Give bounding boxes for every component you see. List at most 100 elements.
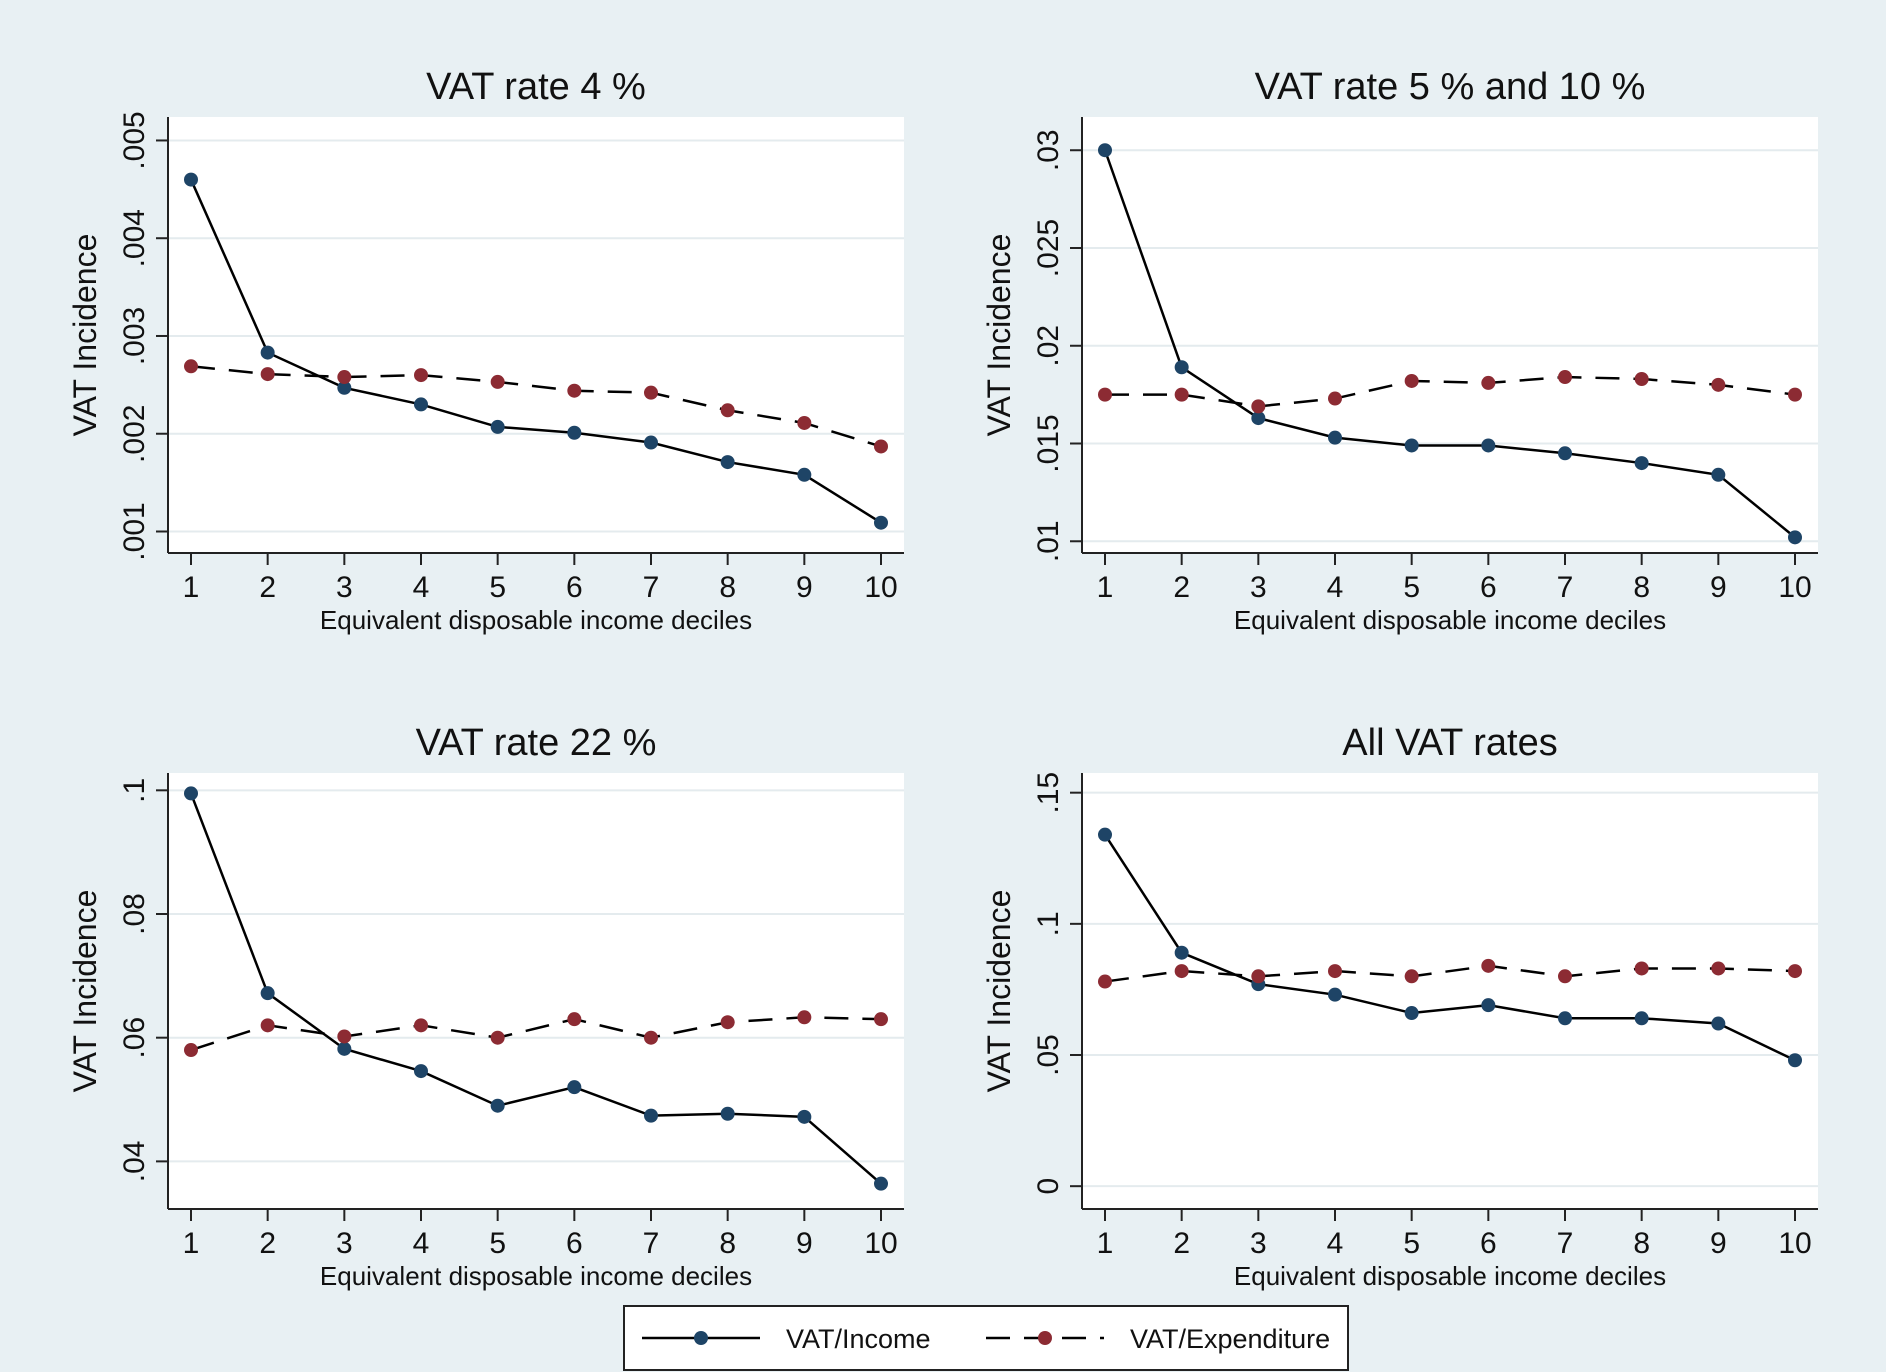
data-point-expenditure — [567, 1012, 582, 1027]
legend-expenditure-label: VAT/Expenditure — [1130, 1324, 1330, 1354]
data-point-income — [1481, 998, 1496, 1013]
y-tick-label: .08 — [118, 893, 151, 935]
x-tick-label: 1 — [1097, 1227, 1114, 1260]
chart-panel-2: VAT rate 5 % and 10 % .01 .015 .02 .025 .03 1 2… — [981, 66, 1818, 635]
data-point-expenditure — [1711, 961, 1726, 976]
data-point-expenditure — [644, 385, 658, 400]
data-point-income — [260, 345, 275, 360]
x-tick-label: 4 — [1327, 1227, 1344, 1260]
y-tick-label: .04 — [118, 1141, 151, 1183]
plot-area — [1082, 117, 1818, 553]
x-axis-title: Equivalent disposable income deciles — [1234, 1261, 1666, 1291]
data-point-income — [1558, 1011, 1572, 1026]
data-point-expenditure — [1634, 371, 1649, 386]
series-line-income — [189, 179, 882, 524]
x-tick-label: 3 — [336, 571, 353, 604]
x-tick-label: 9 — [796, 1227, 813, 1260]
data-point-income — [184, 172, 198, 187]
data-point-income — [720, 1106, 735, 1121]
data-point-expenditure — [797, 1010, 812, 1025]
chart-title: VAT rate 4 % — [426, 66, 646, 108]
x-tick-label: 2 — [259, 571, 276, 604]
data-point-income — [337, 1041, 352, 1056]
data-point-income — [490, 1098, 505, 1113]
data-point-income — [1711, 467, 1726, 482]
plot-area — [1082, 773, 1818, 1209]
series-line-expenditure — [190, 365, 882, 448]
data-point-expenditure — [797, 415, 812, 430]
y-axis-title: VAT Incidence — [981, 890, 1017, 1093]
x-tick-label: 6 — [566, 1227, 583, 1260]
data-point-expenditure — [720, 403, 735, 418]
x-tick-label: 6 — [566, 571, 583, 604]
legend-entry-expenditure: VAT/Expenditure — [986, 1324, 1330, 1354]
x-tick-label: 6 — [1480, 571, 1497, 604]
x-tick-label: 7 — [1557, 571, 1574, 604]
data-point-expenditure — [260, 1018, 275, 1033]
x-tick-label: 5 — [1403, 571, 1420, 604]
data-point-expenditure — [490, 1030, 505, 1045]
series-line-expenditure — [1104, 964, 1796, 983]
data-point-expenditure — [1481, 958, 1496, 973]
chart-title: All VAT rates — [1342, 722, 1557, 764]
x-tick-label: 5 — [489, 571, 506, 604]
y-tick-label: .005 — [118, 111, 151, 169]
data-point-expenditure — [337, 370, 352, 385]
y-tick-label: .015 — [1032, 414, 1065, 472]
series-line-income — [1103, 833, 1796, 1062]
y-tick-label: .06 — [118, 1017, 151, 1059]
data-point-income — [1558, 446, 1572, 461]
data-point-income — [797, 1109, 812, 1124]
data-point-income — [1098, 143, 1112, 158]
x-tick-label: 5 — [489, 1227, 506, 1260]
y-tick-label: .025 — [1032, 219, 1065, 277]
x-tick-label: 7 — [643, 1227, 660, 1260]
x-tick-label: 10 — [1778, 571, 1811, 604]
x-tick-label: 4 — [413, 1227, 430, 1260]
x-tick-label: 3 — [1250, 1227, 1267, 1260]
chart-title: VAT rate 5 % and 10 % — [1255, 66, 1646, 108]
chart-panel-1: VAT rate 4 % .001 .002 .003 .004 .005 1 2 3 4 5 6 7 8… — [67, 66, 904, 635]
panels-group: VAT rate 4 % .001 .002 .003 .004 .005 1 2 3 4 5 6 7 8… — [67, 66, 1818, 1291]
y-tick-label: .02 — [1032, 325, 1065, 367]
chart-panel-3: VAT rate 22 % .04 .06 .08 .1 1 2 3 4 5 6 7 8 9 10 Equiv… — [67, 722, 904, 1291]
x-axis-title: Equivalent disposable income deciles — [320, 1261, 752, 1291]
data-point-expenditure — [874, 1012, 888, 1027]
y-tick-label: .002 — [118, 405, 151, 463]
x-tick-label: 8 — [1633, 1227, 1650, 1260]
data-point-expenditure — [1558, 969, 1572, 984]
data-point-expenditure — [184, 1043, 198, 1058]
data-point-income — [1328, 430, 1342, 445]
data-point-expenditure — [1788, 387, 1802, 402]
data-point-income — [1174, 945, 1189, 960]
data-point-income — [874, 1176, 888, 1191]
data-point-income — [414, 397, 428, 412]
data-point-expenditure — [1174, 964, 1189, 979]
y-tick-label: .01 — [1032, 520, 1065, 562]
data-point-expenditure — [260, 367, 275, 382]
data-point-income — [1634, 456, 1649, 471]
data-point-income — [874, 515, 888, 530]
data-point-income — [490, 419, 505, 434]
data-point-expenditure — [1328, 964, 1342, 979]
data-point-expenditure — [720, 1015, 735, 1030]
data-point-expenditure — [1788, 964, 1802, 979]
y-axis-title: VAT Incidence — [67, 890, 103, 1093]
series-line-expenditure — [1105, 375, 1796, 408]
plot-area — [168, 773, 904, 1209]
data-point-income — [1788, 530, 1802, 545]
legend-income-marker — [694, 1331, 708, 1345]
x-tick-label: 1 — [1097, 571, 1114, 604]
legend-expenditure-marker — [1038, 1331, 1052, 1345]
data-point-expenditure — [1098, 387, 1112, 402]
data-point-income — [1481, 438, 1496, 453]
legend-entry-income: VAT/Income — [642, 1324, 931, 1354]
data-point-income — [1634, 1011, 1649, 1026]
x-tick-label: 2 — [1173, 1227, 1190, 1260]
legend-income-label: VAT/Income — [786, 1324, 931, 1354]
x-tick-label: 8 — [719, 571, 736, 604]
x-tick-label: 1 — [183, 1227, 200, 1260]
data-point-expenditure — [1328, 391, 1342, 406]
data-point-income — [260, 986, 275, 1001]
